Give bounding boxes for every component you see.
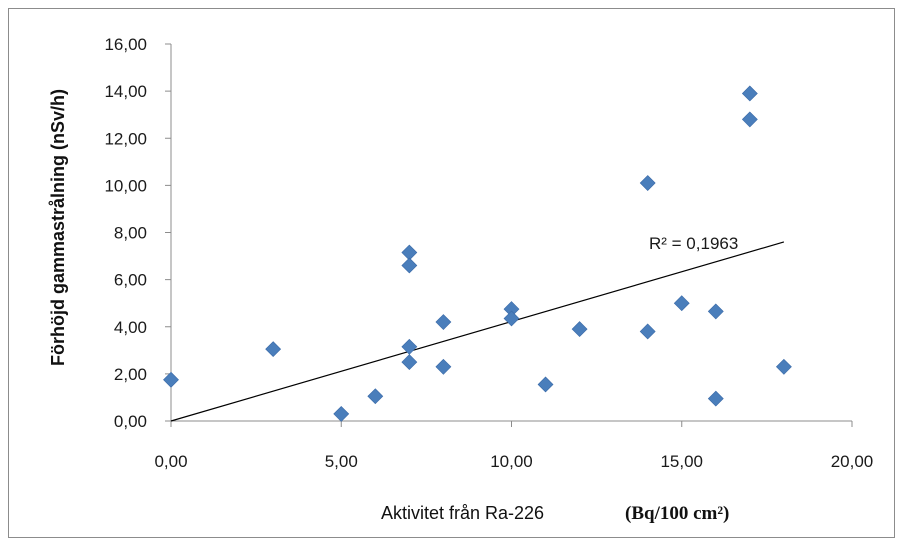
- y-tick-label: 8,00: [114, 224, 147, 243]
- y-tick-group: 0,00 2,00 4,00 6,00 8,00 10,00 12,00 14,00 16,00: [104, 35, 171, 431]
- x-tick-label: 5,00: [325, 452, 358, 471]
- data-point: [401, 338, 418, 355]
- x-tick-group: 0,00 5,00 10,00 15,00 20,00: [154, 421, 873, 471]
- data-point: [537, 376, 554, 393]
- y-axis-title: Förhöjd gammastrålning (nSv/h): [48, 89, 68, 366]
- trendline: [170, 241, 785, 422]
- data-point: [741, 85, 758, 102]
- data-point: [265, 341, 282, 358]
- x-tick-label: 20,00: [831, 452, 874, 471]
- x-tick-label: 10,00: [490, 452, 533, 471]
- x-tick-label: 0,00: [154, 452, 187, 471]
- y-tick-label: 6,00: [114, 271, 147, 290]
- x-axis-title: Aktivitet från Ra-226: [381, 503, 544, 523]
- y-tick-label: 2,00: [114, 365, 147, 384]
- y-tick-label: 4,00: [114, 318, 147, 337]
- x-axis-unit: (Bq/100 cm²): [625, 503, 729, 524]
- data-point: [639, 323, 656, 340]
- chart-frame: 0,00 2,00 4,00 6,00 8,00 10,00 12,00 14,00 16,00…: [8, 8, 895, 538]
- y-tick-label: 0,00: [114, 412, 147, 431]
- data-point: [435, 358, 452, 375]
- data-point: [741, 111, 758, 128]
- data-point: [673, 295, 690, 312]
- data-point: [333, 406, 350, 422]
- y-tick-label: 10,00: [104, 176, 147, 195]
- r-squared-label: R² = 0,1963: [649, 234, 738, 253]
- scatter-plot: 0,00 2,00 4,00 6,00 8,00 10,00 12,00 14,00 16,00…: [48, 35, 873, 524]
- data-point: [163, 371, 179, 388]
- y-tick-label: 16,00: [104, 35, 147, 54]
- data-point: [401, 354, 418, 371]
- x-tick-label: 15,00: [660, 452, 703, 471]
- data-point: [401, 257, 418, 274]
- data-points: [163, 85, 792, 422]
- data-point: [367, 388, 384, 405]
- data-point: [707, 303, 724, 320]
- data-point: [503, 310, 520, 327]
- data-point: [639, 175, 656, 191]
- data-point: [707, 390, 724, 407]
- data-point: [775, 358, 792, 375]
- y-tick-label: 12,00: [104, 129, 147, 148]
- data-point: [435, 314, 452, 330]
- y-tick-label: 14,00: [104, 82, 147, 101]
- data-point: [571, 321, 588, 338]
